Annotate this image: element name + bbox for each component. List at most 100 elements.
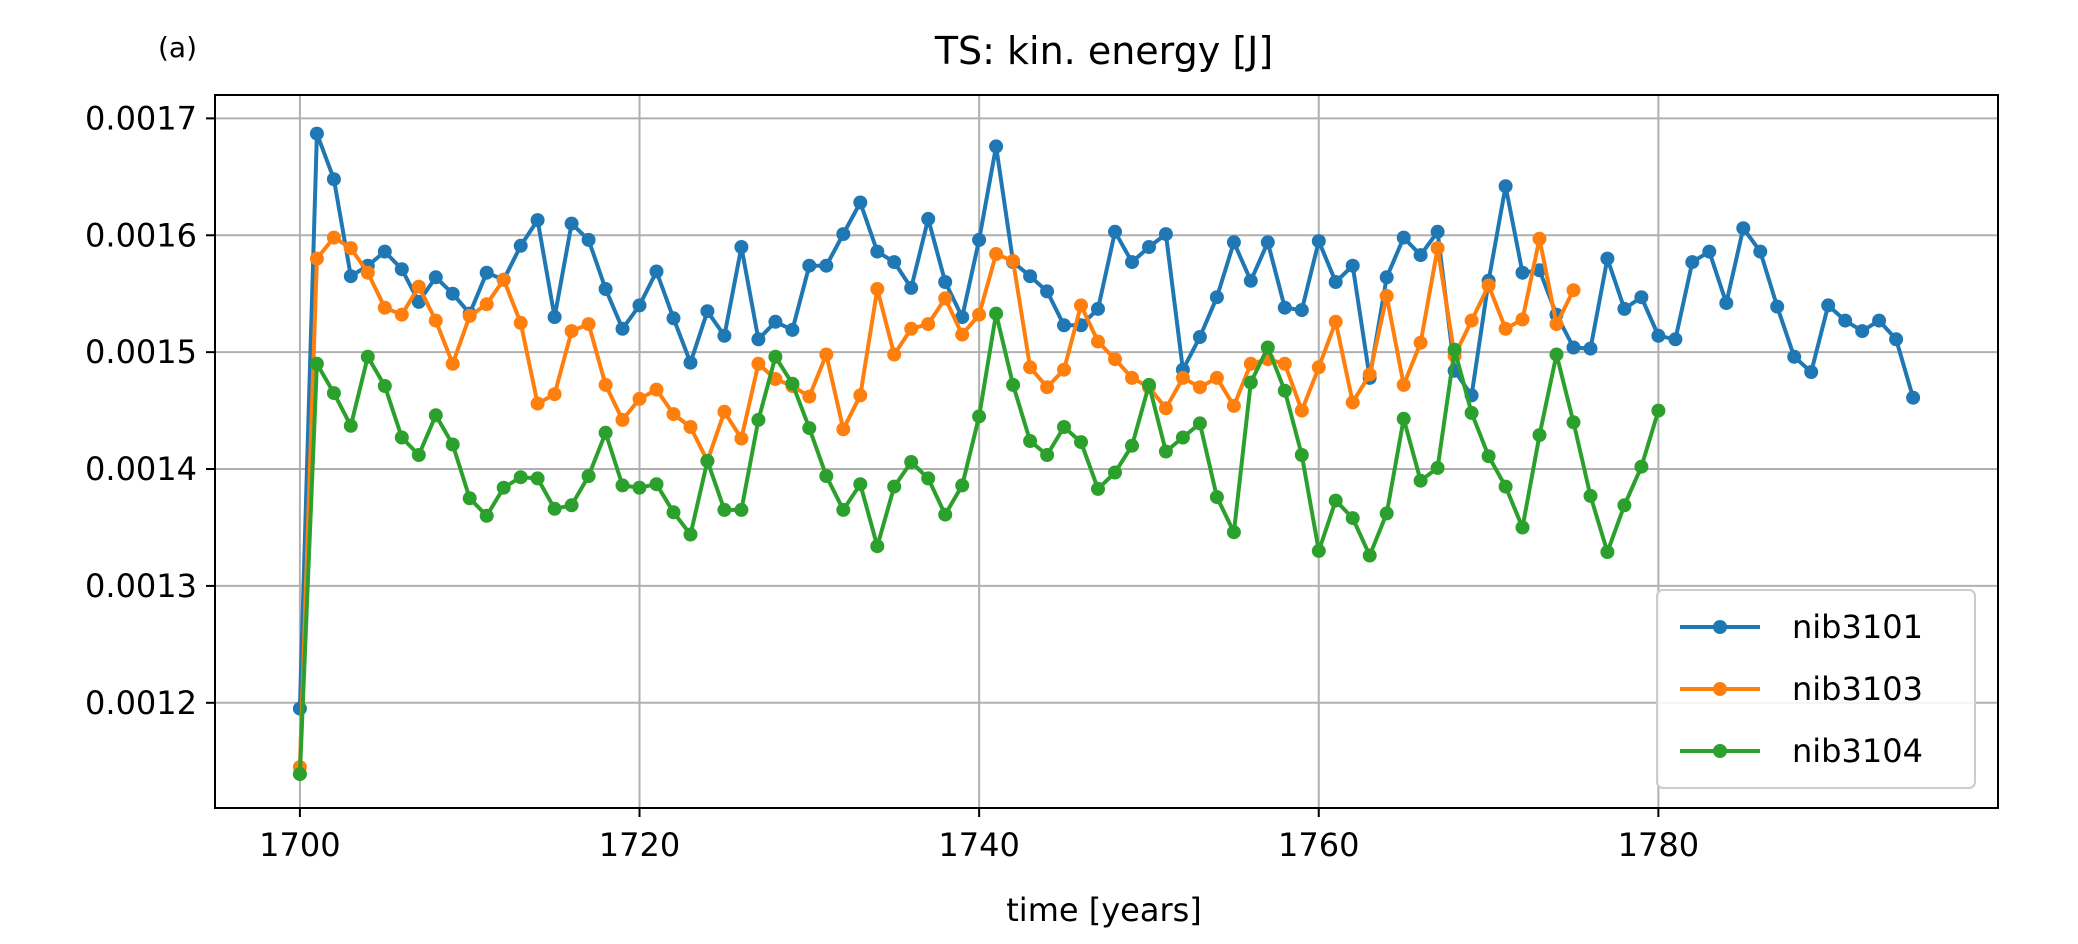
data-point [650,265,664,279]
data-point [1397,231,1411,245]
data-point [904,281,918,295]
data-point [514,316,528,330]
data-point [1482,449,1496,463]
x-tick-label: 1700 [259,826,340,864]
legend: nib3101 nib3103 nib3104 [1657,590,1975,788]
data-point [548,502,562,516]
data-point [1159,445,1173,459]
data-point [1838,314,1852,328]
data-point [1006,378,1020,392]
y-tick-label: 0.0016 [85,216,197,254]
data-point [1312,544,1326,558]
data-point [1244,274,1258,288]
data-point [1736,221,1750,235]
data-point [1431,241,1445,255]
data-point [1091,302,1105,316]
data-point [1057,363,1071,377]
data-point [1651,329,1665,343]
data-point [955,478,969,492]
data-point [429,270,443,284]
data-point [1193,380,1207,394]
data-point [531,213,545,227]
data-point [819,469,833,483]
data-point [1108,466,1122,480]
data-point [1600,545,1614,559]
data-point [1227,235,1241,249]
data-point [734,432,748,446]
data-point [836,503,850,517]
data-point [1125,439,1139,453]
data-point [667,505,681,519]
y-tick-label: 0.0015 [85,333,197,371]
data-point [633,481,647,495]
data-point [667,311,681,325]
data-point [1023,360,1037,374]
panel-label: (a) [158,31,197,64]
data-point [904,322,918,336]
data-point [751,332,765,346]
data-point [870,282,884,296]
data-point [1567,341,1581,355]
y-axis-ticks: 0.00120.00130.00140.00150.00160.0017 [85,99,215,721]
data-point [650,477,664,491]
y-tick-label: 0.0017 [85,99,197,137]
data-point [412,448,426,462]
data-point [497,273,511,287]
data-point [921,471,935,485]
data-point [1261,341,1275,355]
data-point [1770,300,1784,314]
data-point [853,388,867,402]
data-point [480,509,494,523]
data-point [1040,284,1054,298]
data-point [548,310,562,324]
data-point [1516,266,1530,280]
data-point [870,539,884,553]
data-point [836,422,850,436]
data-point [1584,489,1598,503]
data-point [548,387,562,401]
data-point [1821,298,1835,312]
data-point [751,357,765,371]
data-point [616,322,630,336]
data-point [802,421,816,435]
data-point [565,217,579,231]
data-point [1278,357,1292,371]
data-point [1380,270,1394,284]
data-point [870,245,884,259]
data-point [310,357,324,371]
data-point [514,239,528,253]
data-point [802,259,816,273]
data-point [802,390,816,404]
data-point [1193,416,1207,430]
x-tick-label: 1780 [1618,826,1699,864]
data-point [785,377,799,391]
data-point [599,426,613,440]
data-point [1278,301,1292,315]
data-point [1702,245,1716,259]
data-point [344,241,358,255]
x-tick-label: 1740 [938,826,1019,864]
data-point [972,233,986,247]
data-point [378,301,392,315]
data-point [1142,240,1156,254]
data-point [1567,283,1581,297]
data-point [1634,290,1648,304]
data-point [1312,234,1326,248]
data-point [1329,275,1343,289]
data-point [1295,303,1309,317]
data-point [1176,371,1190,385]
data-point [1006,254,1020,268]
data-point [1600,252,1614,266]
data-point [921,212,935,226]
data-point [1210,371,1224,385]
data-point [1397,412,1411,426]
data-point [633,298,647,312]
data-point [446,357,460,371]
data-point [1906,391,1920,405]
data-point [1193,330,1207,344]
y-tick-label: 0.0012 [85,684,197,722]
data-point [751,413,765,427]
data-point [1023,269,1037,283]
data-point [429,408,443,422]
data-point [599,378,613,392]
